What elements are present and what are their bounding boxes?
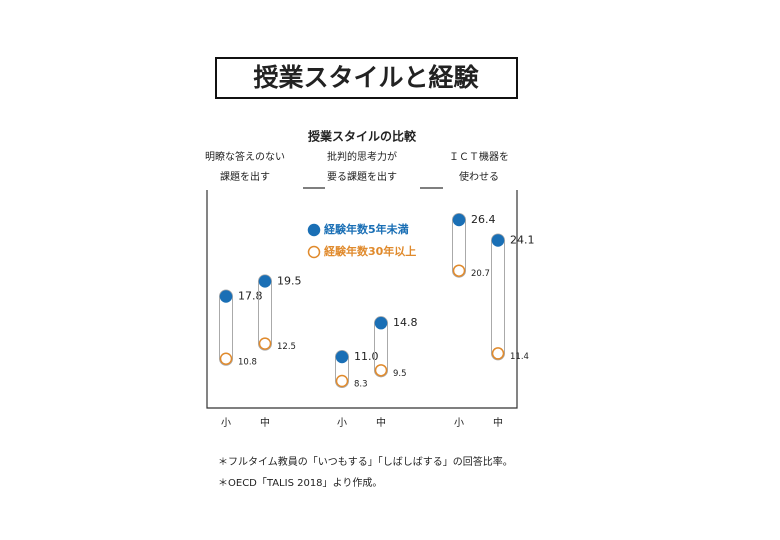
data-label: 24.1: [510, 233, 535, 246]
point: [374, 364, 388, 377]
legend-marker: [307, 245, 321, 259]
x-tick-label: 中: [260, 416, 270, 429]
point: [258, 275, 272, 288]
point: [452, 264, 466, 277]
data-label: 8.3: [354, 380, 368, 390]
group-label: 使わせる: [459, 170, 499, 183]
group-label: 明瞭な答えのない: [205, 150, 285, 163]
group-label: 要る課題を出す: [327, 170, 397, 183]
point: [335, 374, 349, 388]
data-label: 12.5: [277, 342, 296, 352]
x-tick-label: 中: [493, 416, 503, 429]
group-label: ＩＣＴ機器を: [449, 150, 509, 163]
point: [491, 234, 505, 247]
data-label: 20.7: [471, 269, 490, 279]
data-label: 11.4: [510, 352, 529, 362]
data-label: 19.5: [277, 274, 302, 287]
data-label: 9.5: [393, 369, 407, 379]
note: ＊フルタイム教員の「いつもする」「しばしばする」の回答比率。: [218, 455, 513, 468]
legend-marker: [307, 223, 321, 237]
range-capsule: [452, 213, 466, 278]
legend-label: 経験年数30年以上: [324, 244, 416, 258]
range-capsule: [258, 274, 272, 351]
data-label: 17.8: [238, 289, 263, 302]
plot-frame: [206, 190, 518, 409]
range-capsule: [335, 349, 349, 389]
range-capsule: [219, 289, 233, 366]
x-tick-label: 小: [337, 417, 347, 429]
legend-label: 経験年数5年未満: [324, 222, 409, 236]
point: [374, 316, 388, 330]
data-label: 11.0: [354, 350, 379, 363]
data-label: 26.4: [471, 213, 496, 226]
data-label: 10.8: [238, 357, 257, 367]
point: [258, 337, 272, 350]
x-tick-label: 小: [454, 417, 464, 429]
range-capsule: [374, 316, 388, 378]
group-label: 課題を出す: [220, 170, 270, 183]
chart-subtitle: 授業スタイルの比較: [308, 129, 417, 144]
point: [219, 290, 233, 303]
title-box: [215, 57, 518, 99]
point: [335, 350, 349, 364]
x-tick-label: 中: [376, 416, 386, 429]
note: ＊OECD「TALIS 2018」より作成。: [218, 477, 382, 489]
group-label: 批判的思考力が: [327, 150, 397, 163]
range-capsule: [491, 233, 505, 361]
x-tick-label: 小: [221, 417, 231, 429]
point: [491, 347, 505, 360]
point: [219, 352, 233, 366]
chart-title: 授業スタイルと経験: [253, 63, 479, 92]
data-label: 14.8: [393, 316, 418, 329]
point: [452, 213, 466, 227]
